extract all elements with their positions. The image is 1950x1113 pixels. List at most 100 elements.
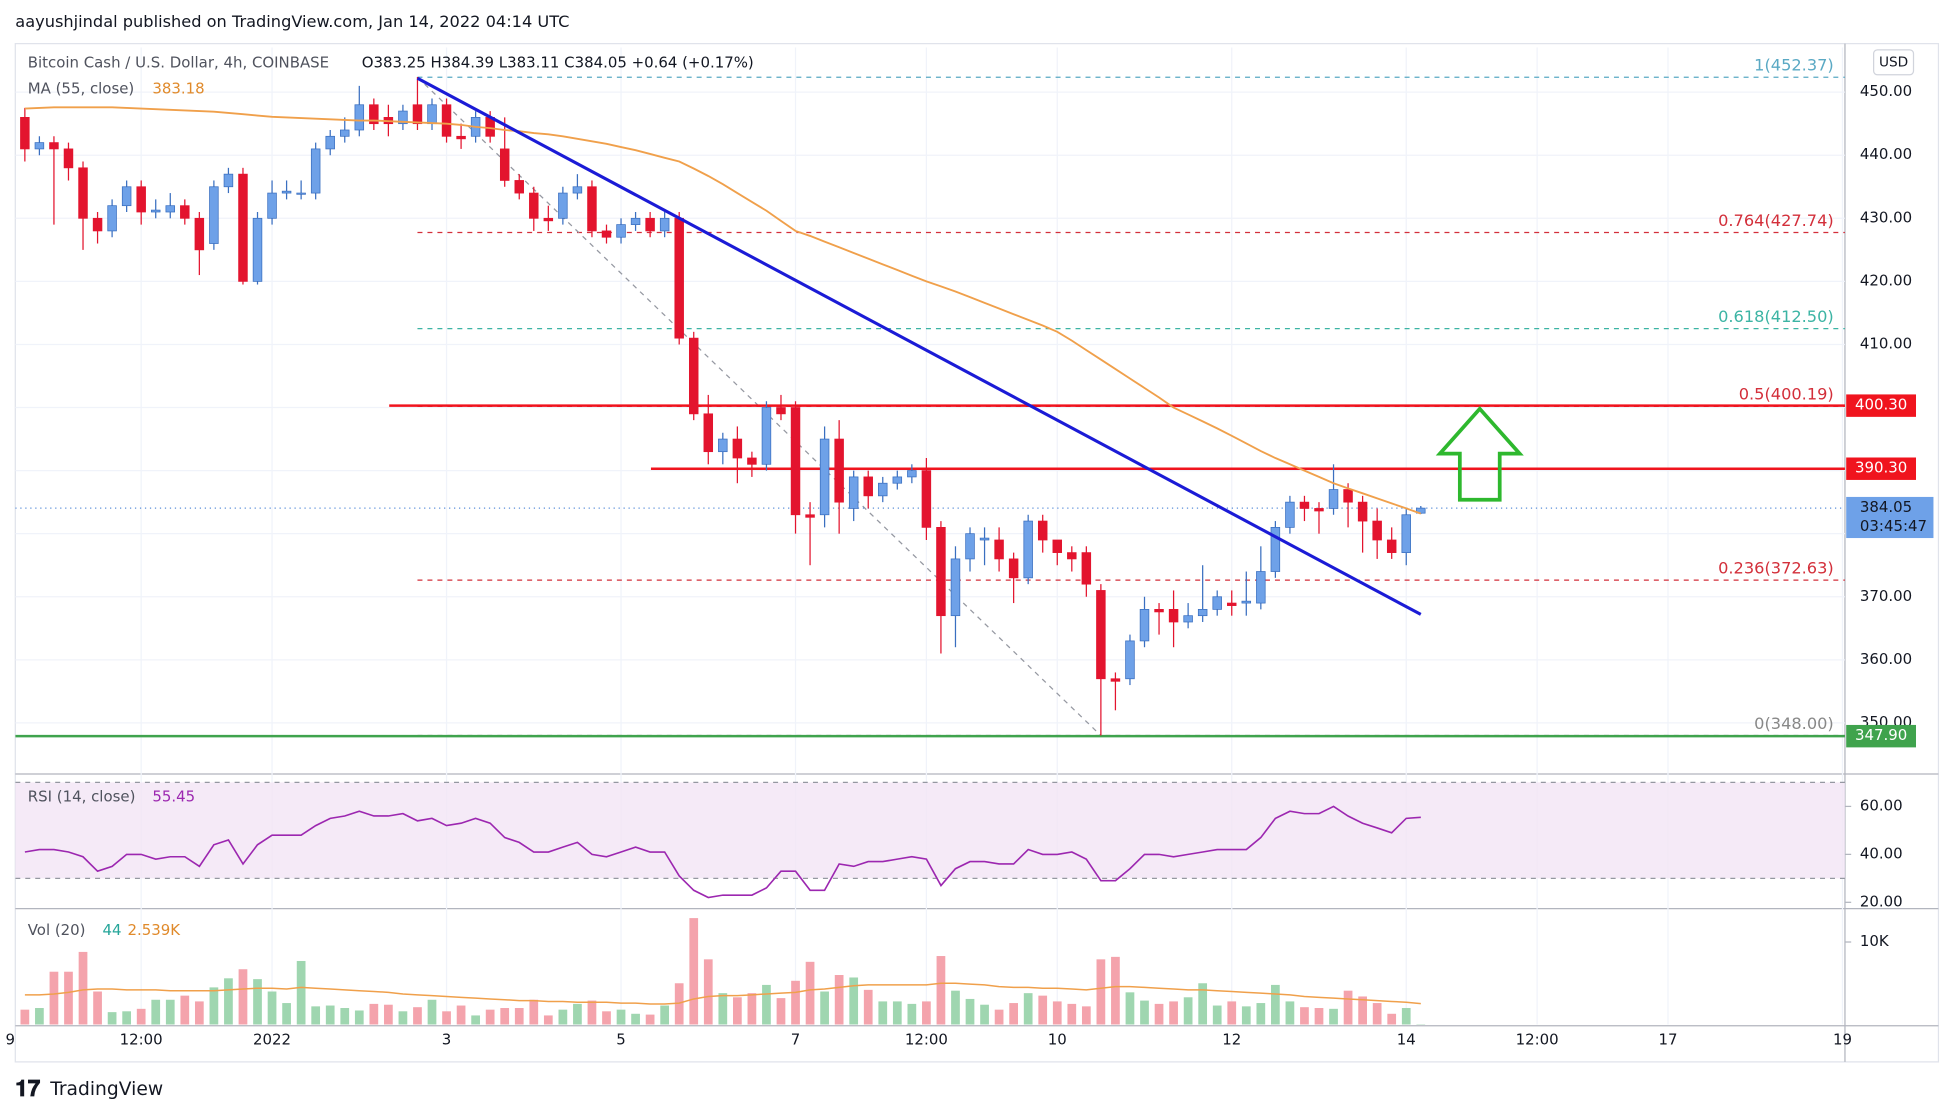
candle-body	[369, 104, 379, 125]
fib-label: 0(348.00)	[1754, 714, 1834, 733]
candle-body	[1372, 520, 1382, 541]
last-price-badge	[1846, 496, 1934, 539]
volume-bar	[951, 990, 960, 1025]
volume-bar	[602, 1011, 611, 1025]
volume-bar	[791, 980, 800, 1025]
candle-body	[863, 476, 873, 497]
y-tick-label: 420.00	[1860, 271, 1912, 289]
x-tick-label: 7	[791, 1031, 801, 1049]
candle-body	[965, 533, 975, 560]
volume-bar	[587, 1000, 597, 1025]
volume-bar	[180, 995, 190, 1025]
countdown: 03:45:47	[1860, 517, 1927, 535]
currency[interactable]: USD	[1879, 54, 1908, 70]
volume-bar	[238, 969, 248, 1025]
chart-frame	[14, 42, 1940, 1063]
volume-bar	[849, 977, 859, 1025]
candle-body	[616, 224, 626, 238]
fib-label: 0.5(400.19)	[1739, 385, 1834, 404]
candle-body	[1110, 678, 1121, 682]
candle-body	[645, 217, 655, 232]
candle-body	[1241, 600, 1252, 604]
volume-bar	[776, 998, 786, 1025]
volume-bar	[1140, 1000, 1149, 1025]
volume-bar	[689, 918, 699, 1025]
y-tick-label: 440.00	[1860, 145, 1912, 163]
x-tick-label: 5	[616, 1031, 626, 1049]
volume-bar	[1271, 984, 1280, 1025]
candle-body	[907, 470, 917, 478]
volume-bar	[456, 1005, 466, 1025]
volume-bar	[980, 1004, 989, 1025]
candle-body	[63, 148, 74, 169]
candle-body	[354, 104, 365, 131]
candle-body	[499, 148, 510, 181]
volume-bar	[732, 997, 742, 1025]
volume-bar	[282, 1003, 291, 1025]
volume-bar	[616, 1009, 626, 1025]
brand: TradingView	[49, 1079, 163, 1100]
y-tick-label: 430.00	[1860, 208, 1912, 226]
candle-body	[689, 337, 699, 415]
volume-bar	[936, 956, 946, 1025]
candle-body	[223, 173, 234, 188]
fib-label: 0.618(412.50)	[1718, 307, 1834, 326]
candle-body	[805, 514, 815, 518]
volume-bar	[354, 1010, 364, 1025]
candle-body	[514, 180, 524, 194]
candle-body	[761, 407, 772, 465]
candle-body	[121, 186, 132, 207]
candle-body	[1328, 489, 1339, 509]
volume-bar	[529, 999, 539, 1025]
brand-logo: 𝟏𝟕	[15, 1076, 40, 1102]
volume-bar	[907, 1003, 917, 1025]
rsi-tick-label: 40.00	[1860, 844, 1903, 862]
volume-bar	[1227, 1001, 1237, 1025]
x-tick-label: 12:00	[120, 1031, 163, 1049]
y-tick-label: 410.00	[1860, 334, 1912, 352]
trendline	[416, 76, 1422, 616]
candle-body	[703, 413, 714, 453]
candle-body	[1008, 558, 1019, 579]
level-label: 347.90	[1855, 726, 1907, 744]
candle-body	[1256, 571, 1266, 604]
candle-body	[1139, 609, 1150, 642]
candle-body	[1052, 539, 1062, 553]
candle-body	[921, 470, 932, 528]
volume-bar	[1372, 1003, 1382, 1025]
volume-bar	[311, 1006, 321, 1025]
x-tick-label: 19	[1833, 1031, 1852, 1049]
candle-body	[456, 135, 466, 140]
volume-bar	[762, 984, 771, 1025]
currency-box[interactable]	[1873, 49, 1915, 76]
volume-bar	[1387, 1013, 1397, 1025]
volume-bar	[500, 1008, 510, 1025]
x-tick-label: 12:00	[1516, 1031, 1559, 1049]
volume-bar	[631, 1013, 640, 1025]
volume-bar	[413, 1007, 422, 1025]
volume-bar	[573, 1003, 582, 1025]
volume-bar	[1125, 992, 1135, 1025]
candle-body	[1067, 552, 1077, 560]
candle-body	[572, 186, 583, 194]
candle-body	[732, 438, 743, 459]
candle-body	[1386, 539, 1397, 553]
candle-body	[878, 482, 888, 497]
volume-bar	[1081, 1006, 1091, 1025]
y-tick-label: 360.00	[1860, 650, 1912, 668]
x-tick-label: 2022	[253, 1031, 291, 1049]
volume-bar	[1198, 983, 1208, 1025]
candle-body	[209, 186, 219, 244]
vol-legend-value: 44	[103, 921, 122, 939]
volume-bar	[863, 989, 873, 1025]
volume-bar	[543, 1015, 553, 1025]
candle-body	[529, 192, 539, 219]
ohlc: O383.25 H384.39 L383.11 C384.05 +0.64 (+…	[362, 54, 754, 72]
volume-bar	[1329, 1008, 1338, 1025]
volume-bar	[645, 1014, 655, 1025]
candle-body	[412, 104, 423, 125]
level-badge	[1846, 394, 1917, 417]
